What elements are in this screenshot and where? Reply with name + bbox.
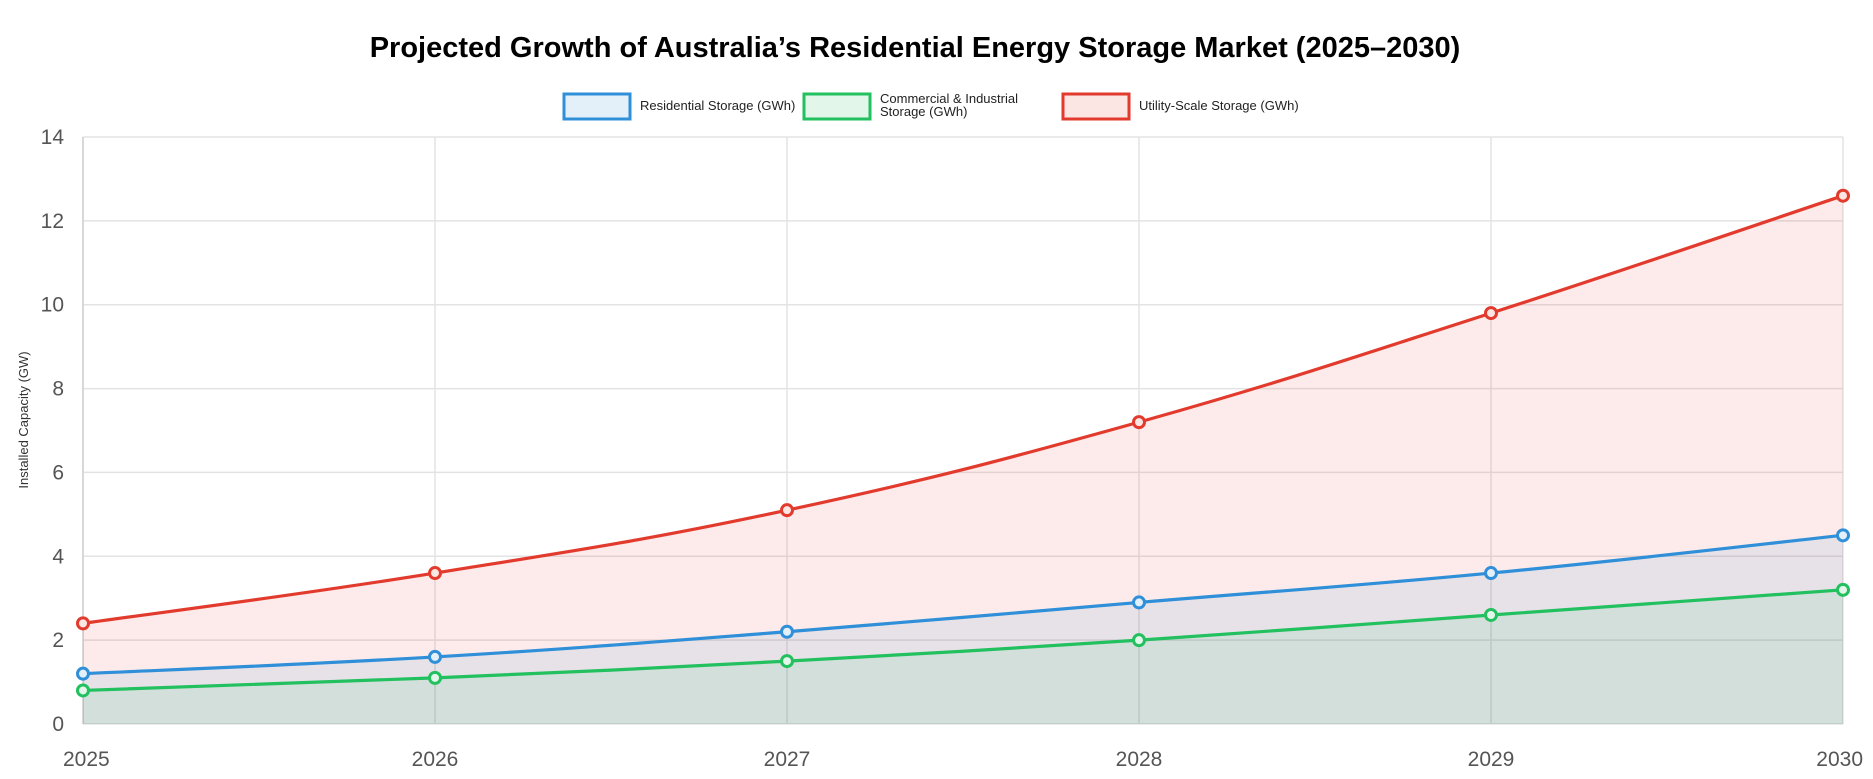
- legend-label: Commercial & Industrial: [880, 91, 1018, 106]
- legend-label: Residential Storage (GWh): [640, 98, 795, 113]
- x-tick-label: 2027: [764, 748, 811, 771]
- data-point-commercial-industrial-storage-gwh[interactable]: [1484, 607, 1498, 622]
- data-point-commercial-industrial-storage-gwh[interactable]: [780, 654, 794, 669]
- x-tick-label: 2030: [1816, 748, 1863, 771]
- y-tick-label: 10: [41, 294, 64, 317]
- x-tick-label: 2026: [412, 748, 459, 771]
- data-point-commercial-industrial-storage-gwh[interactable]: [76, 683, 90, 698]
- data-point-residential-storage-gwh[interactable]: [1484, 566, 1498, 581]
- series-lines: [82, 194, 1844, 693]
- data-point-commercial-industrial-storage-gwh[interactable]: [1132, 633, 1146, 648]
- x-tick-label: 2028: [1116, 748, 1163, 771]
- y-tick-label: 4: [52, 545, 64, 568]
- y-tick-label: 14: [41, 126, 65, 149]
- data-point-residential-storage-gwh[interactable]: [428, 649, 442, 664]
- gridlines: [82, 136, 1844, 725]
- legend-swatch: [562, 92, 632, 121]
- legend-label: Storage (GWh): [880, 104, 967, 119]
- data-point-utility-scale-storage-gwh[interactable]: [1132, 415, 1146, 430]
- data-point-utility-scale-storage-gwh[interactable]: [1484, 306, 1498, 321]
- data-point-utility-scale-storage-gwh[interactable]: [1836, 188, 1850, 203]
- y-tick-label: 6: [52, 461, 64, 484]
- line-utility-scale-storage-gwh: [82, 194, 1844, 625]
- legend-item-residential-storage-gwh[interactable]: Residential Storage (GWh): [562, 92, 795, 121]
- data-point-commercial-industrial-storage-gwh[interactable]: [1836, 582, 1850, 597]
- chart-title: Projected Growth of Australia’s Resident…: [370, 32, 1461, 64]
- data-point-residential-storage-gwh[interactable]: [1132, 595, 1146, 610]
- x-tick-label: 2029: [1468, 748, 1515, 771]
- line-commercial-industrial-storage-gwh: [82, 588, 1844, 693]
- legend-swatch: [802, 92, 872, 121]
- y-tick-label: 8: [52, 378, 64, 401]
- legend-item-utility-scale-storage-gwh[interactable]: Utility-Scale Storage (GWh): [1061, 92, 1299, 121]
- x-tick-label: 2025: [63, 748, 110, 771]
- y-axis-label: Installed Capacity (GW): [16, 351, 31, 488]
- data-point-utility-scale-storage-gwh[interactable]: [428, 566, 442, 581]
- data-point-utility-scale-storage-gwh[interactable]: [780, 503, 794, 518]
- y-tick-label: 2: [52, 629, 64, 652]
- area-utility-scale-storage-gwh: [83, 195, 1843, 724]
- legend-label: Utility-Scale Storage (GWh): [1139, 98, 1299, 113]
- legend-swatch: [1061, 92, 1131, 121]
- data-point-commercial-industrial-storage-gwh[interactable]: [428, 670, 442, 685]
- y-tick-label: 12: [41, 210, 64, 233]
- data-point-residential-storage-gwh[interactable]: [780, 624, 794, 639]
- area-commercial-industrial-storage-gwh: [83, 589, 1843, 724]
- data-point-residential-storage-gwh[interactable]: [76, 666, 90, 681]
- data-point-residential-storage-gwh[interactable]: [1836, 528, 1850, 543]
- data-point-utility-scale-storage-gwh[interactable]: [76, 616, 90, 631]
- y-tick-label: 0: [52, 713, 64, 736]
- data-points: [76, 188, 1850, 698]
- x-axis-ticks: 2025 2026 2027 2028 2029 2030: [63, 748, 1863, 771]
- line-residential-storage-gwh: [82, 533, 1844, 676]
- y-axis-ticks: 0 2 4 6 8 10 12 14: [41, 126, 65, 736]
- legend: Residential Storage (GWh) Commercial & In…: [562, 91, 1299, 121]
